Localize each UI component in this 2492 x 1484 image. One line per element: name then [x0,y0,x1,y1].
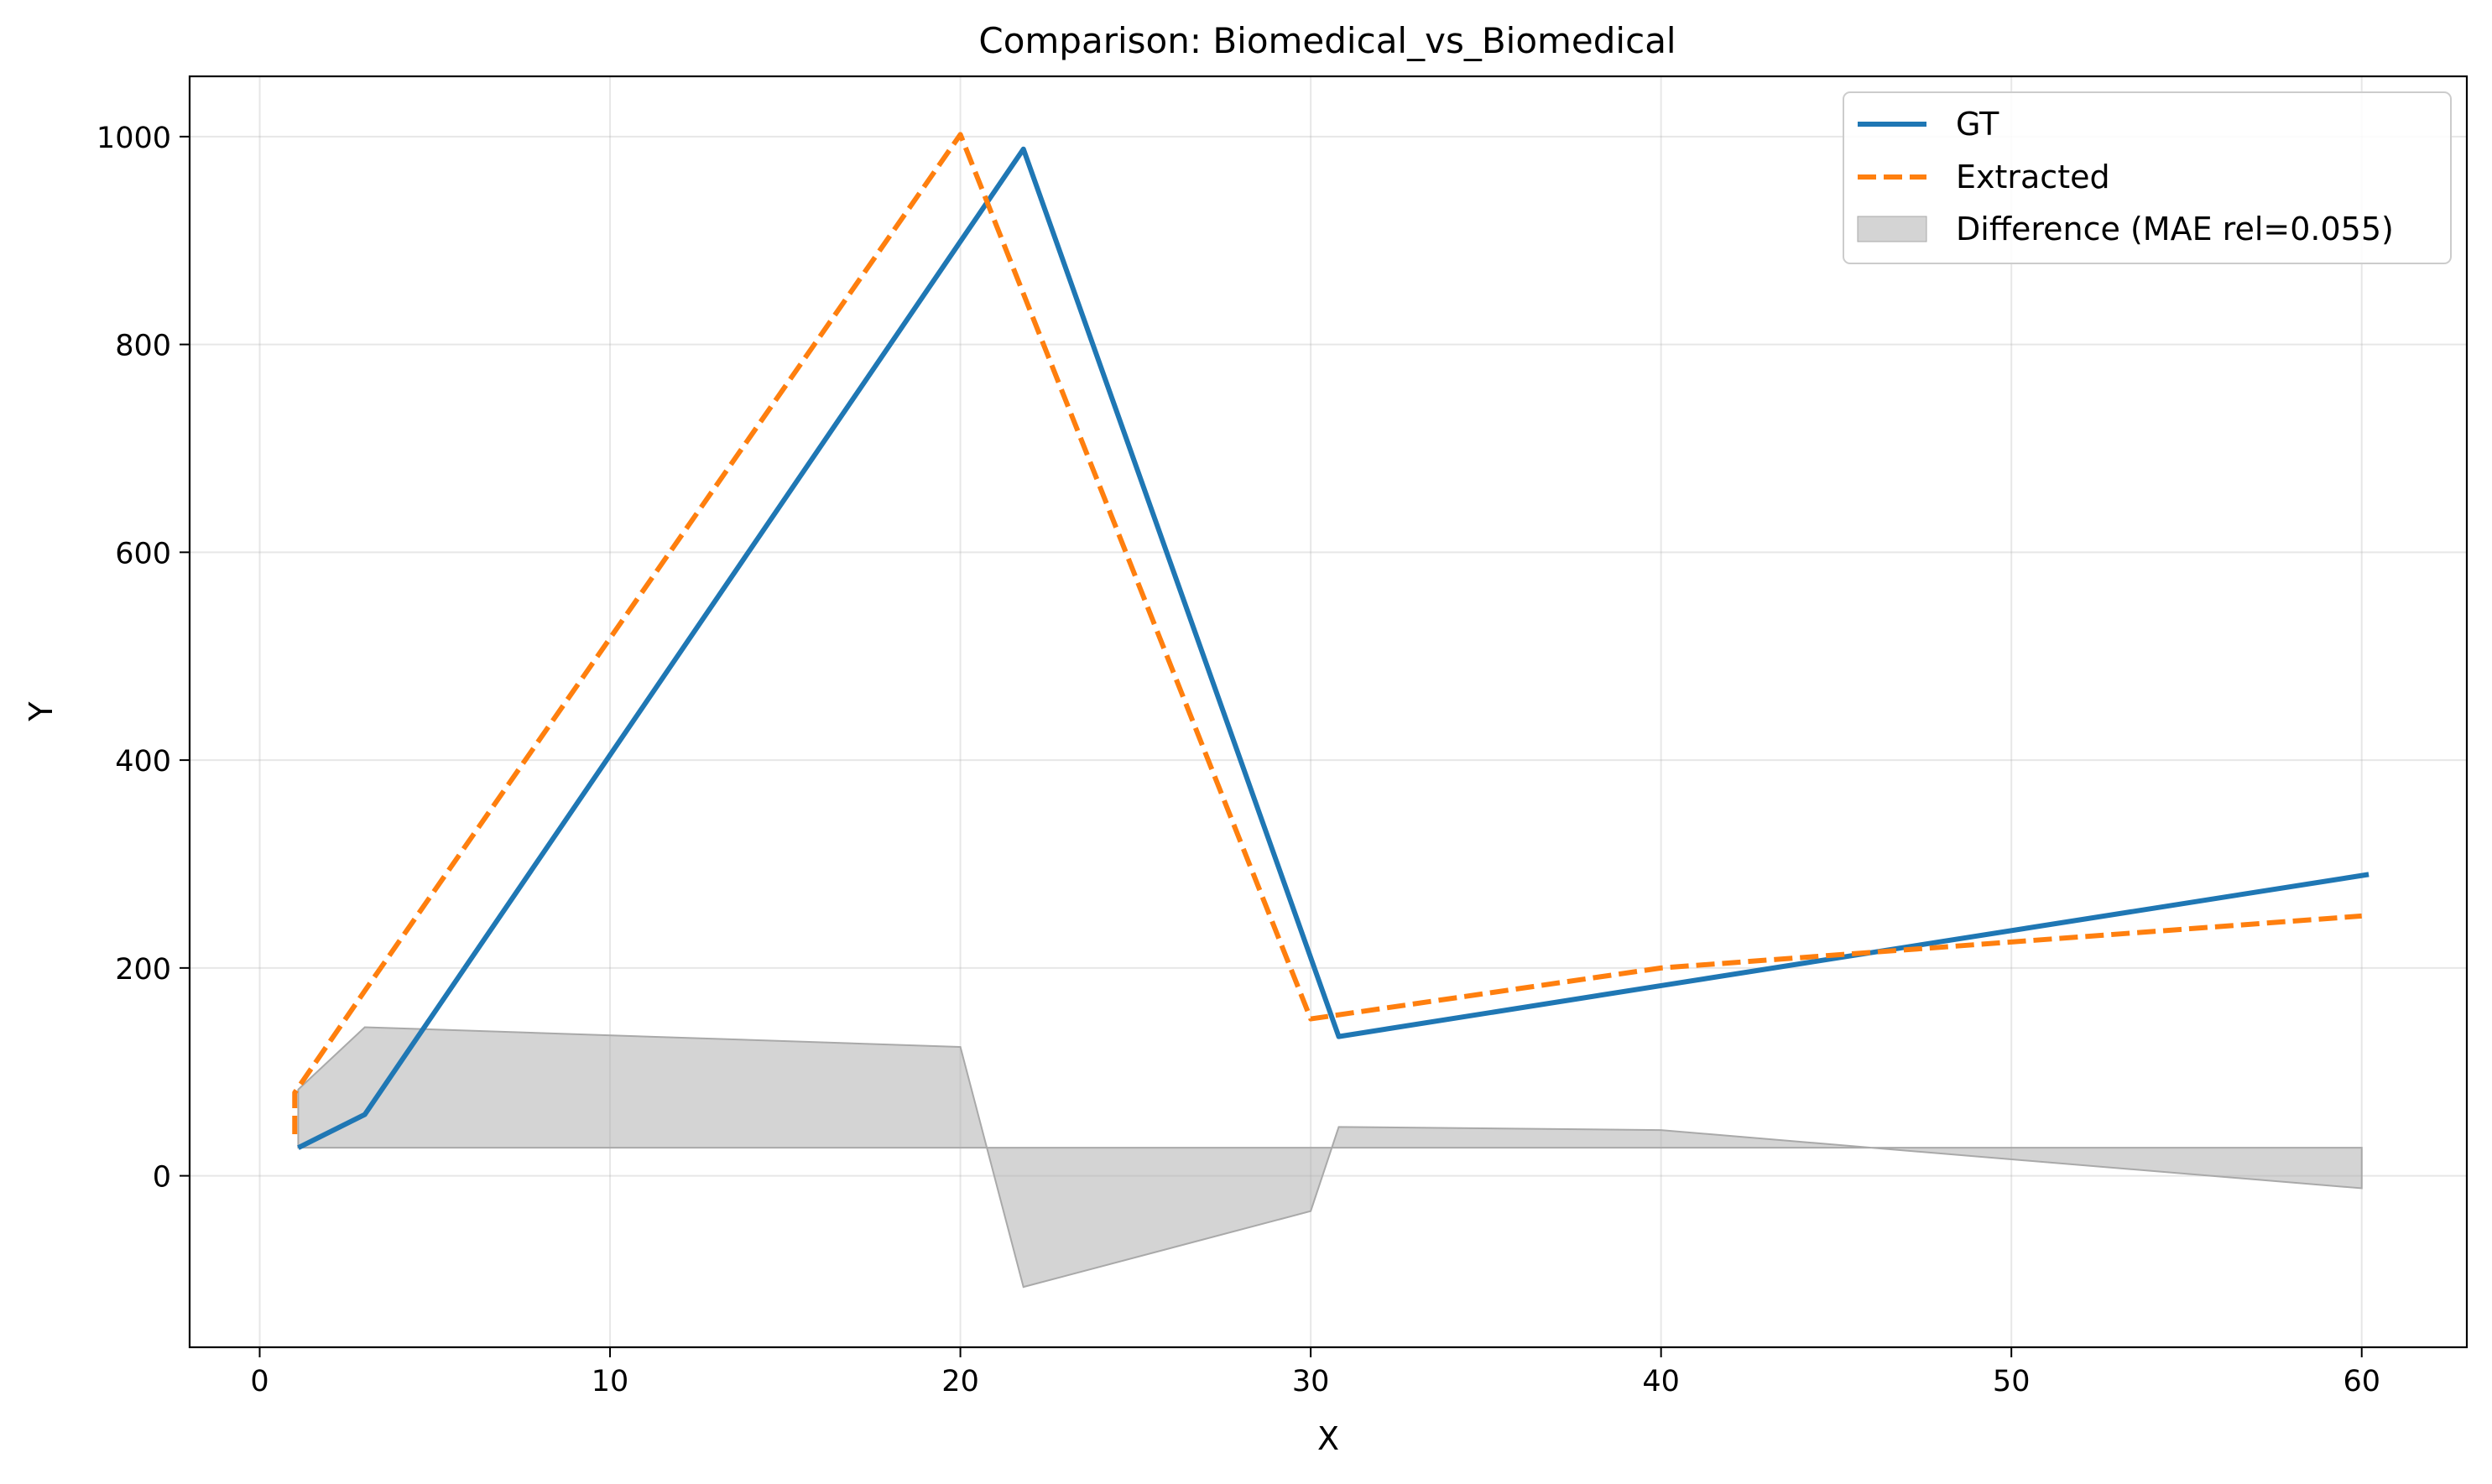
x-tick-label: 60 [2343,1365,2380,1398]
x-tick-label: 10 [592,1365,629,1398]
x-tick-label: 40 [1642,1365,1680,1398]
legend: GT Extracted Difference (MAE rel=0.055) [1843,91,2452,264]
legend-difference-label: Difference (MAE rel=0.055) [1956,211,2394,247]
difference-area [297,1026,2363,1289]
y-tick-label: 800 [115,330,171,363]
x-tick-label: 20 [941,1365,979,1398]
y-tick-label: 400 [115,745,171,778]
plot-frame [188,75,2469,1349]
x-tick-label: 0 [250,1365,268,1398]
y-axis-label: Y [23,701,60,722]
chart-title: Comparison: Biomedical_vs_Biomedical [978,20,1676,61]
grid-lines [190,76,2467,1347]
y-tick-label: 600 [115,537,171,570]
extracted-series-line [292,132,2362,1135]
difference-fill [297,1026,2363,1289]
legend-extracted-label: Extracted [1956,159,2110,195]
legend-gt-label: GT [1956,106,1999,143]
y-tick-label: 1000 [96,122,171,155]
legend-box [1843,91,2452,264]
x-tick-label: 30 [1292,1365,1330,1398]
series-lines [292,132,2369,1150]
legend-difference-swatch [1857,216,1927,242]
gt-series-line [297,146,2369,1150]
x-axis-label: X [1317,1420,1339,1457]
y-tick-label: 0 [153,1161,171,1195]
y-tick-label: 200 [115,953,171,987]
x-tick-label: 50 [1993,1365,2031,1398]
